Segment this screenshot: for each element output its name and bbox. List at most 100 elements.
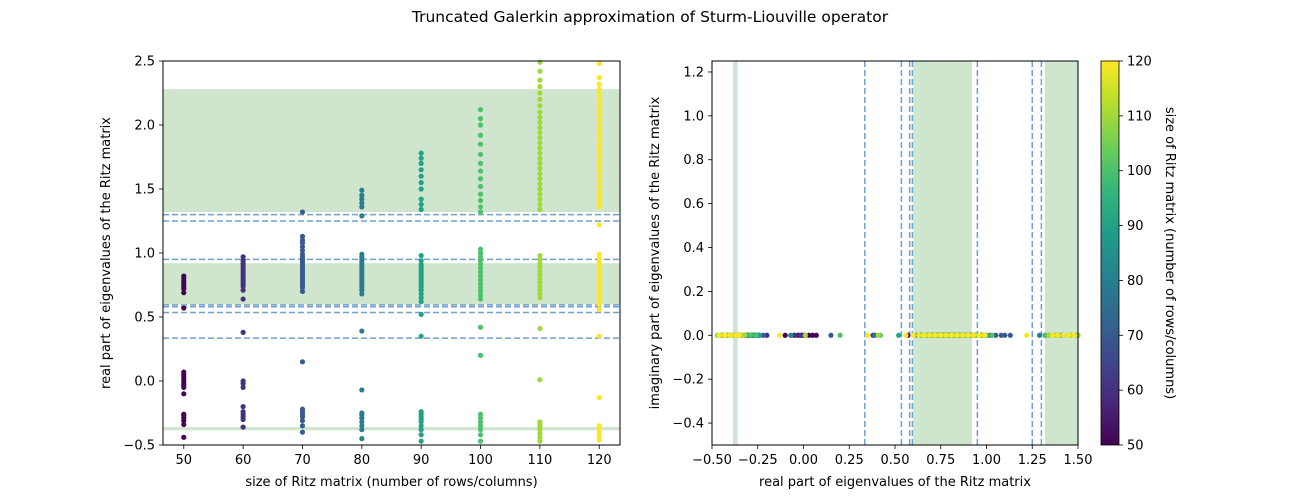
data-point bbox=[537, 196, 543, 202]
data-point bbox=[828, 332, 834, 338]
data-point bbox=[537, 276, 543, 282]
colorbar-tick-label: 70 bbox=[1127, 329, 1144, 344]
data-point bbox=[596, 255, 602, 261]
data-point bbox=[1060, 332, 1066, 338]
data-point bbox=[537, 434, 543, 440]
data-point bbox=[418, 201, 424, 207]
x-tick-label: −0.50 bbox=[692, 453, 732, 468]
shaded-band bbox=[163, 427, 620, 431]
data-point bbox=[418, 333, 424, 339]
data-point bbox=[477, 176, 484, 182]
data-point bbox=[596, 196, 602, 202]
data-point bbox=[943, 332, 949, 338]
data-point bbox=[477, 427, 484, 433]
data-point bbox=[596, 132, 602, 138]
right-scatter-points bbox=[714, 332, 1081, 338]
data-point bbox=[537, 419, 543, 425]
data-point bbox=[418, 423, 424, 429]
data-point bbox=[927, 332, 933, 338]
data-point bbox=[537, 176, 543, 182]
data-point bbox=[596, 178, 602, 184]
data-point bbox=[596, 168, 602, 174]
data-point bbox=[537, 124, 543, 131]
data-point bbox=[477, 352, 484, 358]
data-point bbox=[764, 332, 770, 338]
data-point bbox=[1036, 332, 1043, 338]
right-dashed-lines bbox=[864, 61, 1043, 445]
data-point bbox=[596, 429, 602, 435]
data-point bbox=[813, 332, 819, 338]
data-point bbox=[477, 141, 484, 147]
data-point bbox=[921, 332, 927, 338]
data-point bbox=[477, 197, 484, 204]
data-point bbox=[537, 287, 543, 293]
data-point bbox=[537, 160, 543, 166]
data-point bbox=[753, 332, 759, 338]
right-y-ticks: −0.4 −0.2 0.0 0.2 0.4 0.6 0.8 1.0 1.2 bbox=[672, 65, 712, 432]
data-point bbox=[299, 244, 306, 250]
data-point bbox=[359, 251, 365, 257]
data-point bbox=[477, 250, 484, 256]
data-point bbox=[537, 119, 543, 126]
data-point bbox=[477, 254, 484, 260]
x-tick-label: 0.50 bbox=[881, 453, 910, 468]
data-point bbox=[240, 409, 246, 415]
data-point bbox=[537, 279, 543, 286]
data-point bbox=[537, 291, 543, 297]
data-point bbox=[359, 196, 365, 202]
data-point bbox=[537, 84, 543, 90]
data-point bbox=[596, 433, 602, 439]
data-point bbox=[596, 91, 602, 97]
data-point bbox=[1042, 332, 1048, 338]
right-x-axis-label: real part of eigenvalues of the Ritz mat… bbox=[759, 475, 1031, 490]
data-point bbox=[418, 258, 424, 264]
data-point bbox=[418, 295, 424, 301]
data-point bbox=[910, 332, 916, 338]
data-point bbox=[596, 60, 602, 67]
data-point bbox=[477, 209, 484, 215]
data-point bbox=[477, 273, 484, 279]
data-point bbox=[1055, 332, 1061, 338]
data-point bbox=[596, 251, 602, 257]
y-tick-label: 0.0 bbox=[683, 329, 704, 344]
data-point bbox=[960, 332, 966, 338]
data-point bbox=[418, 252, 424, 259]
data-point bbox=[537, 186, 543, 192]
data-point bbox=[596, 204, 602, 210]
data-point bbox=[299, 288, 306, 294]
data-point bbox=[982, 332, 988, 338]
data-point bbox=[477, 284, 484, 291]
data-point bbox=[477, 151, 484, 158]
data-point bbox=[418, 186, 424, 192]
data-point bbox=[596, 270, 602, 277]
data-point bbox=[537, 171, 543, 177]
data-point bbox=[537, 90, 543, 96]
data-point bbox=[537, 181, 543, 187]
data-point bbox=[537, 430, 543, 437]
data-point bbox=[797, 332, 803, 338]
y-tick-label: 0.6 bbox=[683, 197, 704, 212]
data-point bbox=[240, 296, 246, 302]
data-point bbox=[760, 332, 766, 338]
data-point bbox=[1007, 332, 1013, 338]
data-point bbox=[596, 192, 602, 198]
data-point bbox=[240, 329, 246, 335]
data-point bbox=[596, 183, 602, 190]
shaded-band bbox=[733, 61, 738, 445]
data-point bbox=[596, 306, 602, 312]
x-tick-label: 60 bbox=[235, 453, 252, 468]
data-point bbox=[477, 204, 484, 210]
colorbar: 50 60 70 80 90 100 110 120 size of Ritz matrix … bbox=[1100, 55, 1177, 454]
data-point bbox=[537, 325, 543, 332]
data-point bbox=[418, 299, 424, 305]
data-point bbox=[742, 332, 748, 338]
left-scatter-points bbox=[181, 59, 602, 444]
left-chart: 50 60 70 80 90 100 110 120 −0.5 0.0 0.5 1.0 1.5 2.0 2… bbox=[99, 55, 621, 490]
data-point bbox=[537, 135, 543, 141]
data-point bbox=[299, 233, 306, 239]
data-point bbox=[747, 332, 754, 338]
data-point bbox=[477, 183, 484, 190]
data-point bbox=[299, 209, 306, 215]
data-point bbox=[477, 269, 484, 275]
